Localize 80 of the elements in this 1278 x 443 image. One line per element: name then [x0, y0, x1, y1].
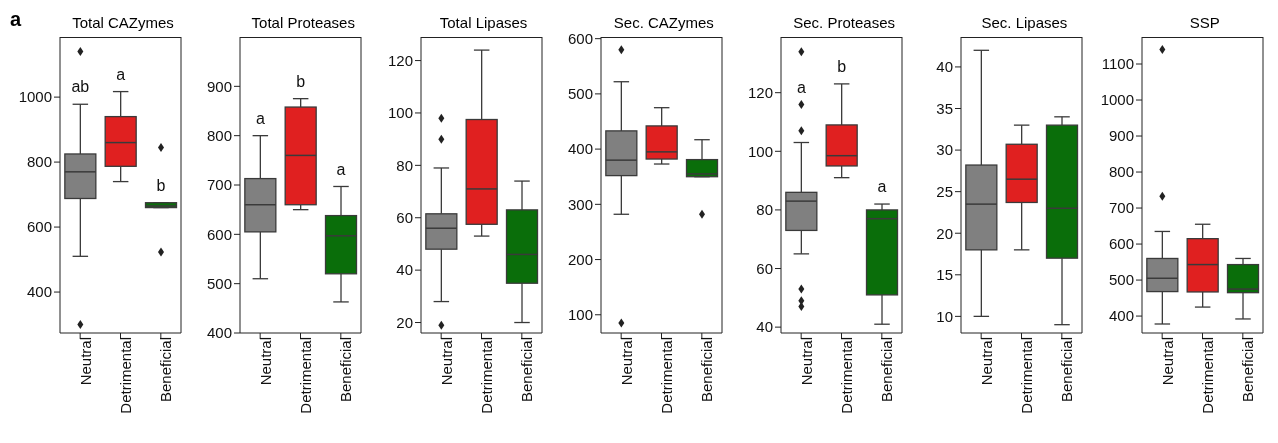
y-tick-label: 900: [207, 77, 233, 95]
y-tick-label: 80: [395, 156, 413, 174]
y-tick-label: 1000: [18, 88, 52, 106]
y-tick-label: 20: [395, 313, 413, 331]
x-tick-label: Neutral: [978, 337, 996, 386]
y-tick-label: 100: [387, 104, 413, 122]
y-tick-label: 40: [756, 318, 774, 336]
x-tick-label: Detrimental: [1198, 337, 1216, 414]
text: a: [10, 8, 22, 31]
y-tick-label: 600: [207, 225, 233, 243]
y-tick-label: 700: [1108, 199, 1134, 217]
chart-title: Total Proteases: [250, 14, 356, 31]
annotation: a: [877, 178, 887, 196]
x-tick-label: Detrimental: [117, 337, 135, 414]
y-tick-label: 120: [387, 51, 413, 69]
y-tick-label: 600: [1108, 235, 1134, 253]
y-tick-label: 60: [756, 259, 774, 277]
x-tick-label: Neutral: [76, 337, 94, 386]
y-tick-label: 300: [567, 195, 593, 213]
chart-title: SSP: [1188, 14, 1221, 31]
x-tick-label: Detrimental: [297, 337, 315, 414]
x-tick-label: Detrimental: [657, 337, 675, 414]
x-tick-label: Beneficial: [1239, 337, 1257, 403]
y-tick-label: 120: [748, 84, 774, 102]
x-tick-label: Beneficial: [337, 337, 355, 403]
y-tick-label: 700: [207, 176, 233, 194]
x-tick-label: Detrimental: [1018, 337, 1036, 414]
y-tick-label: 25: [936, 182, 954, 200]
x-tick-label: Beneficial: [518, 337, 536, 403]
annotation: b: [296, 72, 306, 90]
y-tick-label: 20: [936, 224, 954, 242]
y-tick-label: 1000: [1100, 91, 1134, 109]
annotation: a: [256, 109, 266, 127]
y-tick-label: 10: [936, 307, 954, 325]
annotation: a: [336, 160, 346, 178]
annotation: a: [797, 78, 807, 96]
chart-title: Sec. Lipases: [980, 14, 1069, 31]
annotation: ab: [71, 78, 90, 96]
chart-title: Total CAZymes: [71, 14, 175, 31]
chart-title: Sec. CAZymes: [612, 14, 715, 31]
y-tick-label: 500: [1108, 271, 1134, 289]
y-tick-label: 60: [395, 209, 413, 227]
y-tick-label: 600: [26, 218, 52, 236]
chart-title: Sec. Proteases: [792, 14, 896, 31]
y-tick-label: 100: [567, 306, 593, 324]
y-tick-label: 400: [567, 140, 593, 158]
x-tick-label: Beneficial: [698, 337, 716, 403]
y-tick-label: 800: [207, 126, 233, 144]
y-tick-label: 400: [1108, 307, 1134, 325]
y-tick-label: 500: [567, 85, 593, 103]
x-tick-label: Neutral: [797, 337, 815, 386]
x-tick-label: Neutral: [437, 337, 455, 386]
y-tick-label: 35: [936, 99, 954, 117]
y-tick-label: 1100: [1101, 55, 1134, 73]
y-tick-label: 30: [936, 141, 954, 159]
x-tick-label: Beneficial: [1058, 337, 1076, 403]
x-tick-label: Neutral: [1158, 337, 1176, 386]
annotation: a: [116, 65, 126, 83]
x-tick-label: Beneficial: [878, 337, 896, 403]
x-tick-label: Detrimental: [838, 337, 856, 414]
y-tick-label: 15: [936, 266, 954, 284]
annotation: b: [156, 176, 166, 194]
y-tick-label: 800: [26, 153, 52, 171]
y-tick-label: 40: [395, 261, 413, 279]
y-tick-label: 800: [1108, 163, 1134, 181]
y-tick-label: 400: [207, 324, 233, 342]
x-tick-label: Detrimental: [477, 337, 495, 414]
y-tick-label: 900: [1108, 127, 1134, 145]
x-tick-label: Neutral: [617, 337, 635, 386]
x-tick-label: Beneficial: [157, 337, 175, 403]
y-tick-label: 80: [756, 201, 774, 219]
y-tick-label: 600: [567, 29, 593, 47]
y-tick-label: 40: [936, 58, 954, 76]
y-tick-label: 100: [748, 142, 774, 160]
annotation: b: [837, 58, 847, 76]
chart-title: Total Lipases: [438, 14, 529, 31]
x-tick-label: Neutral: [257, 337, 275, 386]
y-tick-label: 500: [207, 274, 233, 292]
y-tick-label: 400: [26, 283, 52, 301]
y-tick-label: 200: [567, 250, 593, 268]
